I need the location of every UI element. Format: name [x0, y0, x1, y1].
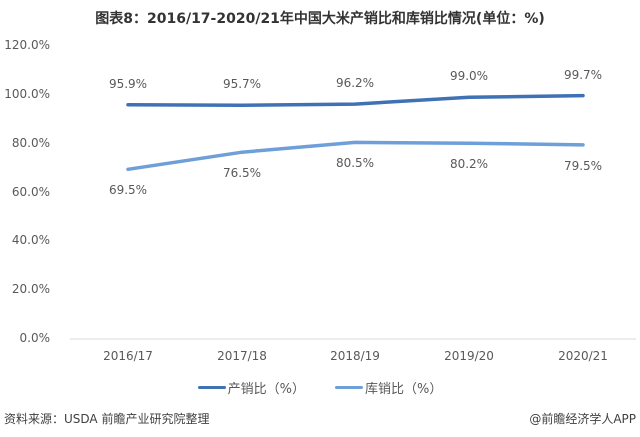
legend: 产销比（%） 库销比（%）: [0, 378, 640, 397]
data-label: 96.2%: [335, 76, 375, 91]
legend-item-production-sales-ratio[interactable]: 产销比（%）: [197, 378, 305, 397]
data-label: 69.5%: [108, 183, 148, 198]
credit-note: @前瞻经济学人APP: [529, 412, 636, 426]
y-tick-label: 20.0%: [11, 282, 50, 297]
chart-title: 图表8：2016/17-2020/21年中国大米产销比和库销比情况(单位：%): [95, 11, 545, 27]
legend-label: 库销比（%）: [365, 382, 443, 397]
y-tick-label: 120.0%: [4, 38, 50, 52]
legend-swatch-icon: [197, 386, 226, 389]
x-tick-label: 2017/18: [217, 349, 267, 363]
y-tick-label: 100.0%: [4, 86, 50, 101]
data-label: 95.7%: [222, 77, 262, 92]
y-tick-label: 40.0%: [11, 233, 50, 248]
data-label: 80.5%: [335, 156, 375, 171]
x-tick-label: 2018/19: [330, 349, 380, 363]
source-note: 资料来源：USDA 前瞻产业研究院整理: [4, 412, 210, 426]
data-label: 80.2%: [449, 157, 489, 172]
x-tick-label: 2016/17: [103, 349, 153, 363]
data-label: 76.5%: [222, 166, 262, 181]
data-label: 79.5%: [563, 158, 603, 173]
data-label: 99.7%: [563, 67, 603, 82]
y-tick-label: 80.0%: [11, 135, 50, 150]
y-tick-label: 0.0%: [19, 331, 51, 345]
data-label: 95.9%: [108, 76, 148, 91]
data-label: 99.0%: [449, 69, 489, 84]
line-series-production-sales-ratio: [126, 93, 585, 108]
x-tick-label: 2019/20: [444, 349, 494, 363]
legend-swatch-icon: [335, 386, 363, 389]
y-tick-label: 60.0%: [11, 184, 50, 199]
x-tick-label: 2020/21: [558, 349, 608, 363]
legend-label: 产销比（%）: [227, 382, 305, 397]
line-series-stock-sales-ratio: [126, 140, 585, 172]
legend-item-stock-sales-ratio[interactable]: 库销比（%）: [335, 378, 442, 397]
